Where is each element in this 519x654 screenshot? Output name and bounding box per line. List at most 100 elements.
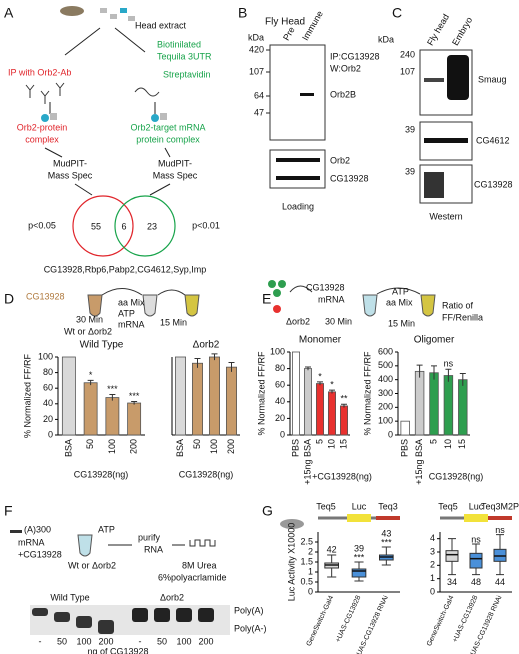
protein-icon [278, 280, 286, 288]
y-tick-label: 0 [388, 429, 393, 439]
bar [225, 366, 237, 436]
error-bar [317, 381, 323, 386]
y-tick-label: 600 [378, 346, 393, 356]
gel-band [132, 608, 148, 622]
label: 30 Min [76, 314, 103, 324]
y-tick-label: 2 [308, 546, 313, 556]
label: 6 [121, 221, 126, 231]
antibody-icon [25, 84, 35, 98]
sample-size: 42 [327, 544, 337, 554]
label: 420 [249, 44, 264, 54]
label: C [392, 5, 402, 21]
x-tick-label: 50 [85, 439, 95, 449]
y-tick-label: 0 [308, 586, 313, 596]
tube-icon [142, 294, 158, 317]
label: Loading [282, 201, 314, 211]
y-tick-label: 2 [430, 560, 435, 570]
y-axis-label: % Normalized FF/RF [22, 353, 32, 438]
label: Orb2 [330, 155, 350, 165]
label: CG13928,Rbp6,Pabp2,CG4612,Syp,Imp [44, 264, 207, 274]
x-axis-label: +CG13928(ng) [312, 471, 372, 481]
y-tick-label: 0 [48, 429, 53, 439]
label: E [262, 291, 271, 307]
bar [327, 391, 336, 436]
label: Streptavidin [163, 69, 211, 79]
complex-icon [151, 114, 159, 122]
bar [458, 379, 468, 436]
label: Wt or Δorb2 [64, 326, 112, 336]
gel-band [54, 612, 70, 622]
y-tick-label: 20 [43, 414, 53, 424]
x-tick-label: +UAS-CG13928 [452, 595, 480, 644]
y-tick-label: 100 [378, 416, 393, 426]
sample-size: 39 [354, 543, 364, 553]
x-axis-label: CG13928(ng) [74, 469, 129, 479]
label: 50 [57, 636, 67, 646]
tube-icon [184, 294, 200, 317]
gel-band [76, 616, 92, 628]
significance-label: ns [471, 534, 481, 544]
y-tick-label: 20 [275, 413, 285, 423]
bar [174, 356, 186, 436]
label: 107 [400, 66, 415, 76]
x-tick-label: 100 [209, 439, 219, 454]
bar [291, 351, 300, 436]
error-bar [459, 372, 466, 386]
particle [100, 8, 107, 13]
label: mRNA [118, 319, 145, 329]
fly-icon [280, 519, 304, 529]
construct-label: Luc [352, 501, 367, 511]
label: ATP [118, 308, 135, 318]
y-axis-label: % Normalized FF/RF [256, 351, 266, 436]
rna-icon [10, 530, 22, 533]
label: Fly Head [265, 17, 305, 28]
label: CG13928 [26, 291, 65, 301]
label: 15 Min [388, 318, 415, 328]
tube-icon [362, 294, 378, 317]
venn-circle [114, 195, 176, 257]
label: 15 Min [160, 317, 187, 327]
y-tick-label: 0 [430, 586, 435, 596]
construct-utr [376, 516, 400, 520]
chart-title: Wild Type [80, 340, 124, 351]
label: 39 [405, 166, 415, 176]
connector [44, 147, 63, 158]
construct-luc [347, 514, 371, 522]
particle [120, 8, 127, 13]
label: aa Mix [386, 297, 413, 307]
label: Δorb2 [286, 316, 310, 326]
error-bar [416, 364, 423, 378]
gel-band [32, 608, 48, 616]
protein-icon [273, 289, 281, 297]
label: D [4, 291, 14, 307]
x-tick-label: 200 [226, 439, 236, 454]
label: Orb2-target mRNA [130, 122, 205, 132]
construct-label: Teq5 [438, 501, 458, 511]
complex-icon [160, 113, 167, 120]
label: - [39, 636, 42, 646]
significance-label: ns [444, 359, 454, 369]
label: 6%polyacrlamide [158, 572, 227, 582]
label: W:Orb2 [330, 63, 361, 73]
label: 200 [98, 636, 113, 646]
label: ATP [98, 524, 115, 534]
error-bar [305, 366, 311, 371]
significance-label: *** [107, 384, 118, 394]
label: FF/Renilla [442, 312, 483, 322]
sample-size: 43 [381, 528, 391, 538]
bar [127, 402, 142, 436]
venn-circle [72, 195, 134, 257]
fly-icon [60, 6, 84, 16]
label: purify [138, 532, 161, 542]
y-axis-label: % Normalized FF/RF [362, 351, 372, 436]
x-tick-label: 200 [129, 439, 139, 454]
label: p<0.01 [192, 220, 220, 230]
label: ATP [392, 286, 409, 296]
label: 64 [254, 90, 264, 100]
y-tick-label: 1 [308, 566, 313, 576]
construct-label: Teq3 [378, 501, 398, 511]
blot-band [424, 78, 444, 82]
error-bar [431, 365, 437, 380]
label: Tequila 3UTR [157, 51, 212, 61]
